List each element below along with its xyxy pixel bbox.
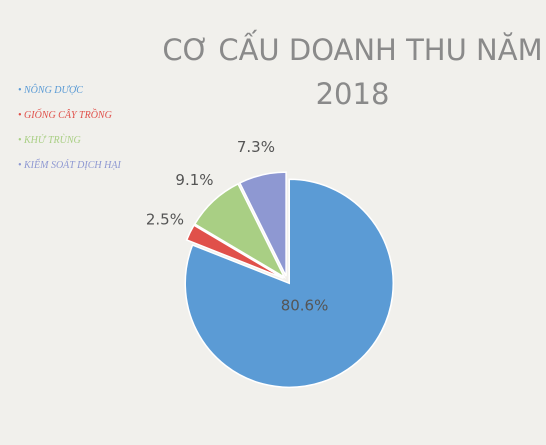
legend-label: NÔNG DƯỢC: [24, 85, 83, 96]
pie-slice: [184, 178, 394, 389]
legend-bullet: •: [18, 135, 25, 146]
legend-bullet: •: [18, 85, 25, 96]
pie-slice: [185, 224, 284, 279]
legend: • NÔNG DƯỢC • GIỐNG CÂY TRỒNG • KHỬ TRÙNG •…: [18, 85, 148, 185]
legend-entry: • KIỂM SOÁT DỊCH HẠI: [18, 160, 148, 171]
legend-label: KHỬ TRÙNG: [24, 135, 81, 146]
pie-slice: [238, 171, 287, 277]
legend-label: KIỂM SOÁT DỊCH HẠI: [24, 160, 121, 171]
data-label: 9.1%: [175, 171, 213, 189]
legend-entry: • GIỐNG CÂY TRỒNG: [18, 110, 148, 121]
legend-bullet: •: [18, 110, 25, 121]
chart-title: CƠ CẤU DOANH THU NĂM 2018: [162, 33, 543, 111]
data-label: 2.5%: [146, 211, 184, 229]
data-label: 80.6%: [281, 296, 329, 314]
legend-bullet: •: [18, 160, 25, 171]
pie-slice: [193, 182, 287, 280]
legend-entry: • NÔNG DƯỢC: [18, 85, 148, 96]
legend-label: GIỐNG CÂY TRỒNG: [24, 110, 112, 121]
legend-entry: • KHỬ TRÙNG: [18, 135, 148, 146]
data-label: 7.3%: [237, 138, 275, 156]
